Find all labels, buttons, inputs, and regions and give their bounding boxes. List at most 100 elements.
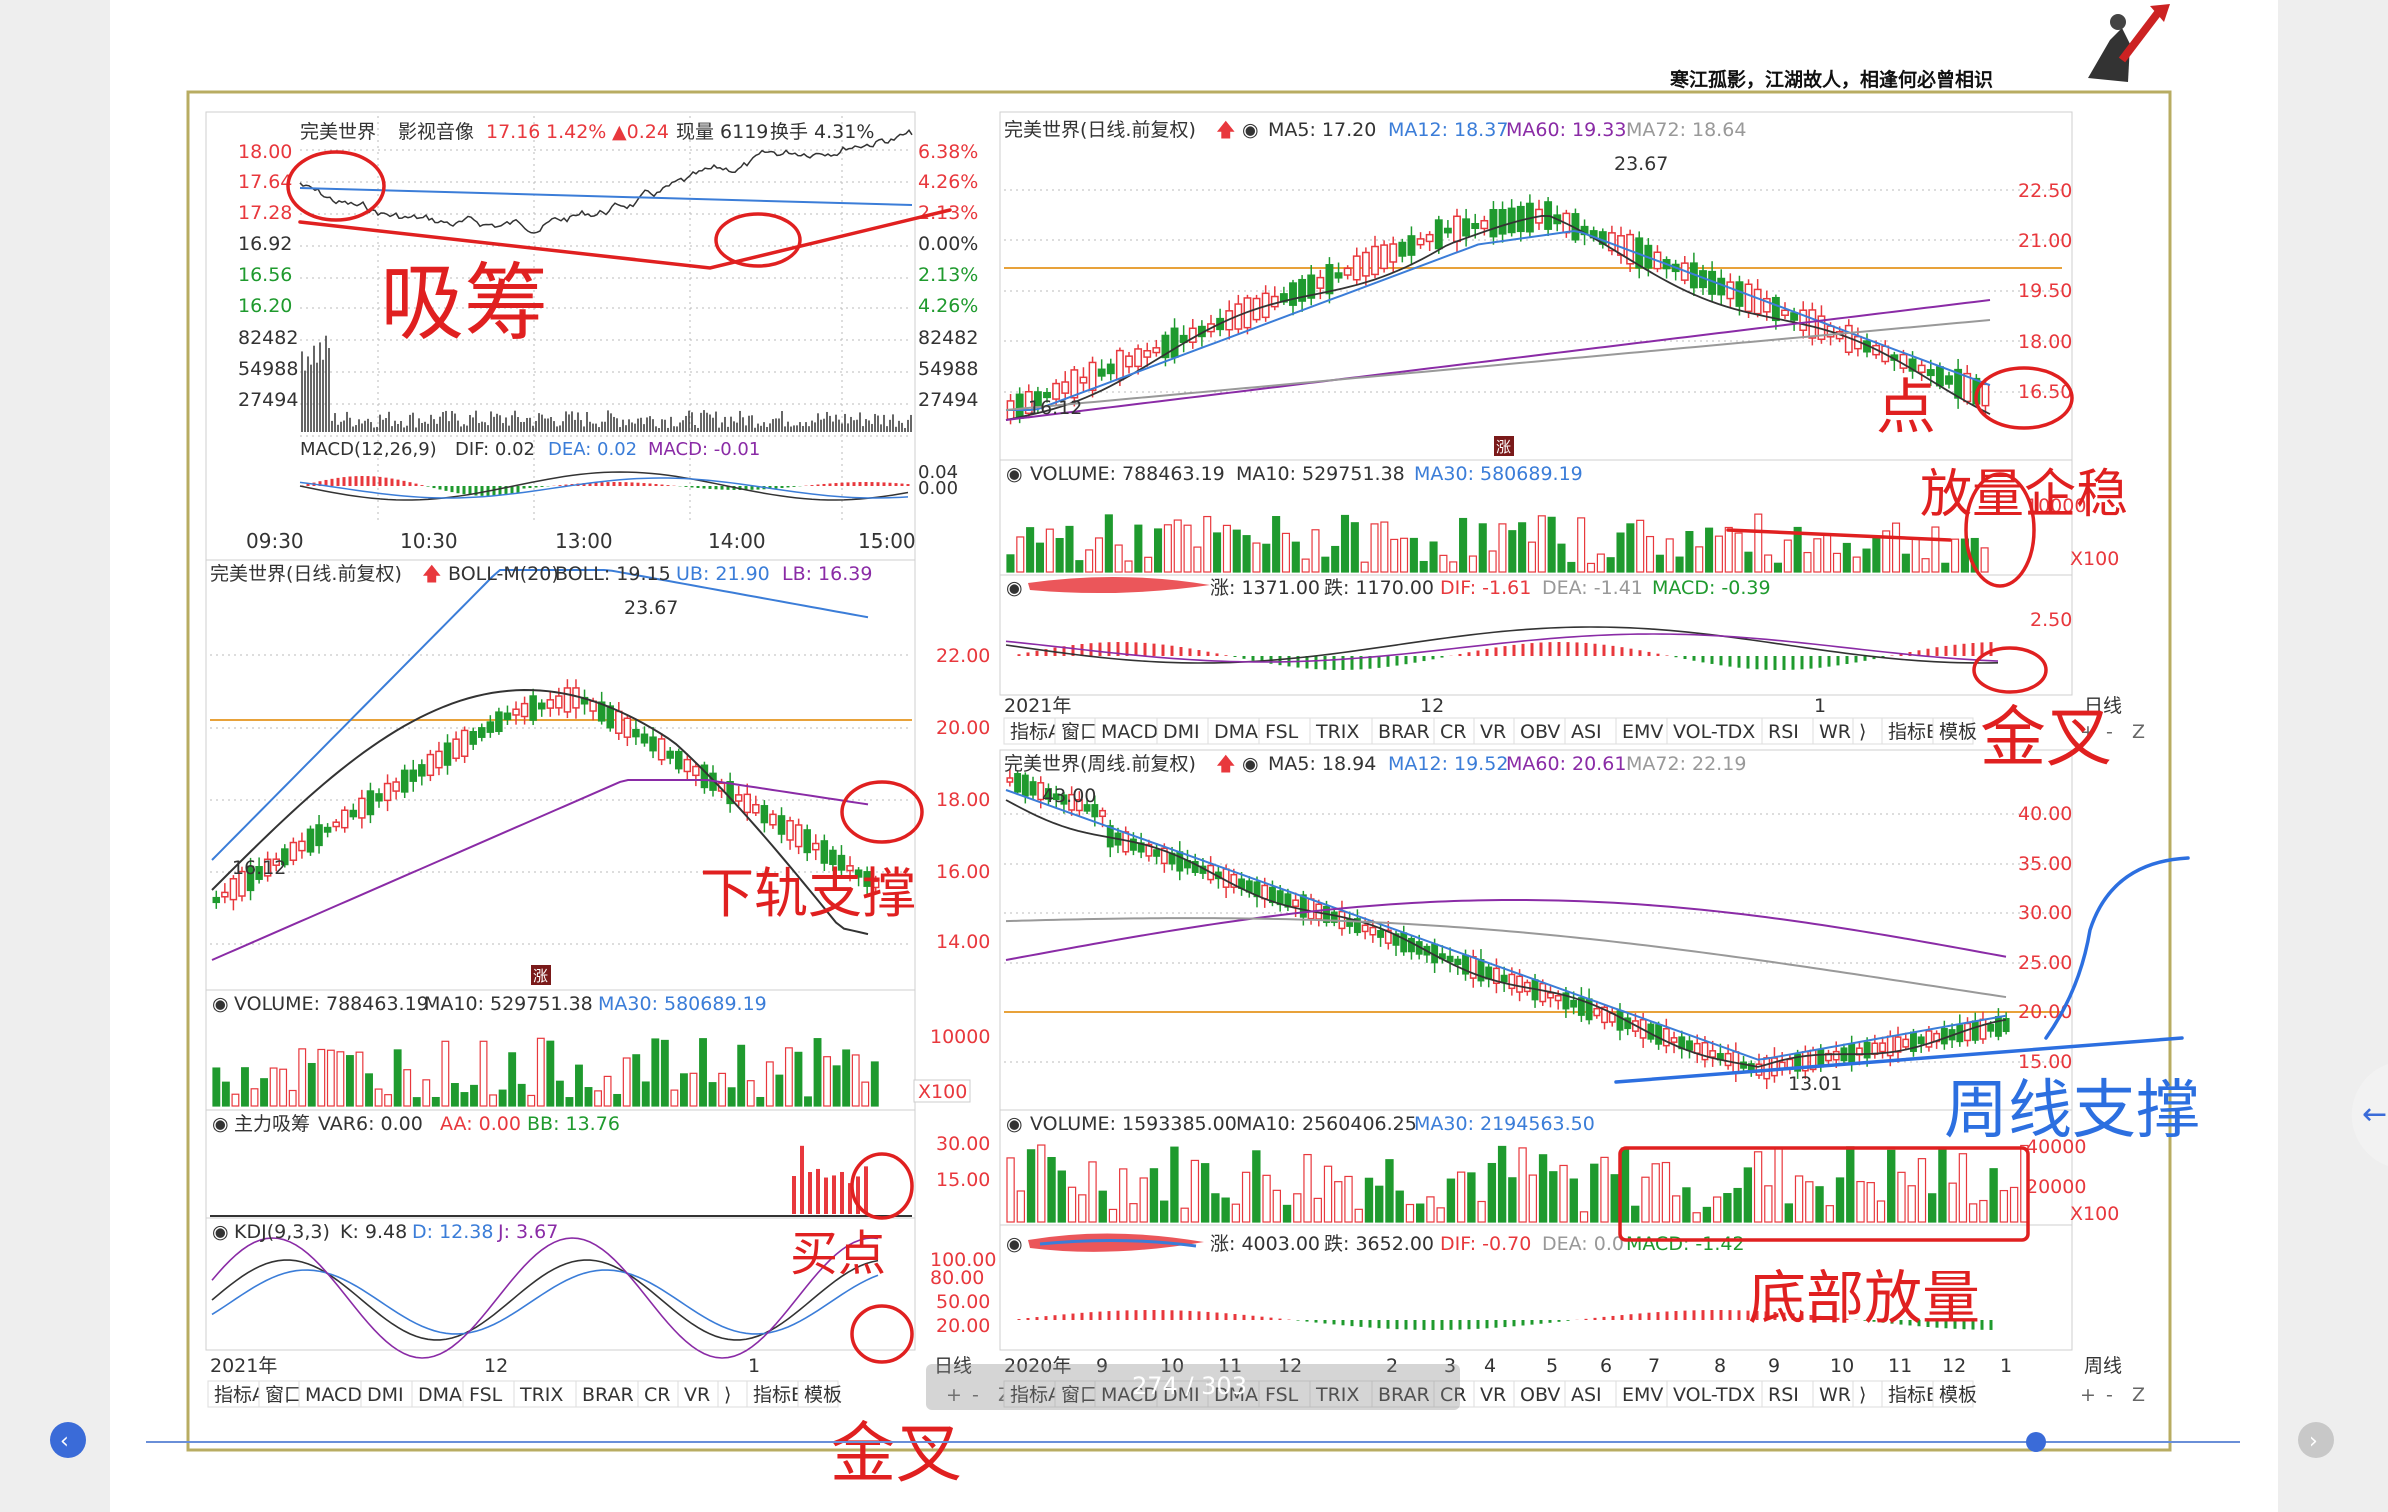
side-expand-tab[interactable] [2351, 1064, 2388, 1166]
tab-模板[interactable]: 模板 [1939, 1384, 1977, 1406]
tab-WR[interactable]: WR [1819, 721, 1851, 743]
tab-窗口[interactable]: 窗口 [265, 1384, 303, 1406]
tab-ctrl[interactable]: + [946, 1384, 962, 1406]
prev-page-button[interactable] [50, 1422, 86, 1458]
weekly-volume-bar [1835, 1177, 1845, 1223]
tab-指标B[interactable]: 指标B [1888, 721, 1939, 743]
dma-ma5-line [1005, 214, 1991, 421]
tab-CR[interactable]: CR [644, 1384, 670, 1406]
tab-FSL[interactable]: FSL [469, 1384, 503, 1406]
tab-VR[interactable]: VR [1480, 1384, 1506, 1406]
tab-MACD[interactable]: MACD [1101, 1384, 1158, 1406]
boll-middle-band [211, 689, 869, 936]
tab-EMV[interactable]: EMV [1622, 721, 1663, 743]
tab-指标A[interactable]: 指标A [1010, 721, 1061, 743]
tab-模板[interactable]: 模板 [804, 1384, 842, 1406]
note-jincha-right: 金叉 [1980, 699, 2112, 776]
tab-FSL[interactable]: FSL [1265, 1384, 1299, 1406]
tab-DMI[interactable]: DMI [367, 1384, 404, 1406]
intraday-left-tick: 16.56 [238, 264, 292, 286]
tab-VOL-TDX[interactable]: VOL-TDX [1673, 721, 1755, 743]
tab-DMA[interactable]: DMA [418, 1384, 462, 1406]
tab-窗口[interactable]: 窗口 [1061, 721, 1099, 743]
right-volume-bar [1911, 537, 1920, 573]
tab-指标B[interactable]: 指标B [753, 1384, 804, 1406]
weekly-volume-bar [1579, 1211, 1589, 1223]
left-volume-bar [565, 1097, 574, 1107]
boll-candle-body [666, 750, 674, 759]
left-period-label: 日线 [934, 1355, 972, 1377]
tab-EMV[interactable]: EMV [1622, 1384, 1663, 1406]
volume-bar-series [210, 513, 2029, 1330]
tab-ctrl[interactable]: - [972, 1384, 979, 1406]
weekly-volume-bar [1702, 1206, 1712, 1223]
tab-OBV[interactable]: OBV [1520, 1384, 1560, 1406]
tab-TRIX[interactable]: TRIX [1315, 721, 1359, 743]
tab-指标B[interactable]: 指标B [1888, 1384, 1939, 1406]
tab-⟩[interactable]: ⟩ [1859, 721, 1866, 743]
boll-candle-body [375, 793, 383, 802]
right-volume-bar [1951, 538, 1960, 573]
tab-ctrl[interactable]: Z [2132, 1384, 2145, 1406]
tab-窗口[interactable]: 窗口 [1061, 1384, 1099, 1406]
tab-DMA[interactable]: DMA [1214, 721, 1258, 743]
left-volume-bar [279, 1068, 288, 1107]
weekly-volume-bar [1784, 1203, 1794, 1223]
tab-BRAR[interactable]: BRAR [1378, 721, 1430, 743]
tab-DMI[interactable]: DMI [1163, 721, 1200, 743]
left-volume-bar [221, 1081, 230, 1107]
tab-TRIX[interactable]: TRIX [519, 1384, 563, 1406]
right-volume-bar [1311, 529, 1320, 573]
zhuli-header: 主力吸筹 [234, 1113, 310, 1135]
tab-RSI[interactable]: RSI [1768, 1384, 1799, 1406]
tab-VR[interactable]: VR [1480, 721, 1506, 743]
tab-DMA[interactable]: DMA [1214, 1384, 1258, 1406]
tab-MACD[interactable]: MACD [305, 1384, 362, 1406]
circle-xiagui [840, 780, 924, 844]
right-volume-bar [1213, 532, 1222, 573]
tab-TRIX[interactable]: TRIX [1315, 1384, 1359, 1406]
tab-BRAR[interactable]: BRAR [1378, 1384, 1430, 1406]
kdj-k-line [211, 1259, 879, 1341]
tab-VR[interactable]: VR [684, 1384, 710, 1406]
tab-DMI[interactable]: DMI [1163, 1384, 1200, 1406]
tab-模板[interactable]: 模板 [1939, 721, 1977, 743]
dma-candle-body [1115, 349, 1124, 381]
tab-CR[interactable]: CR [1440, 721, 1466, 743]
dma-candle-body [1352, 255, 1361, 281]
dma-candle-body [1453, 215, 1461, 243]
next-page-button[interactable] [2298, 1422, 2334, 1458]
tab-VOL-TDX[interactable]: VOL-TDX [1673, 1384, 1755, 1406]
right-volume-bar [1823, 533, 1832, 573]
tab-⟩[interactable]: ⟩ [724, 1384, 731, 1406]
tab-RSI[interactable]: RSI [1768, 721, 1799, 743]
right-volume-bar [1557, 543, 1566, 573]
left-volume-bar [651, 1038, 660, 1107]
tab-ctrl[interactable]: + [2080, 1384, 2096, 1406]
progress-handle[interactable] [2026, 1432, 2046, 1452]
tab-ctrl[interactable]: - [2106, 1384, 2113, 1406]
tab-ctrl[interactable]: + [2080, 721, 2096, 743]
tab-⟩[interactable]: ⟩ [1859, 1384, 1866, 1406]
tab-BRAR[interactable]: BRAR [582, 1384, 634, 1406]
tab-FSL[interactable]: FSL [1265, 721, 1299, 743]
tab-ASI[interactable]: ASI [1571, 721, 1602, 743]
zhuli-var6: VAR6: 0.00 [318, 1113, 423, 1135]
boll-candle-body [323, 826, 332, 833]
dma-candle-body [1471, 222, 1480, 230]
tab-指标A[interactable]: 指标A [214, 1384, 265, 1406]
tab-MACD[interactable]: MACD [1101, 721, 1158, 743]
tab-ctrl[interactable]: - [2106, 721, 2113, 743]
tab-WR[interactable]: WR [1819, 1384, 1851, 1406]
zhuli-bar [856, 1176, 860, 1214]
tab-OBV[interactable]: OBV [1520, 721, 1560, 743]
note-dibu-fangliang: 底部放量 [1748, 1264, 1980, 1332]
tab-ctrl[interactable]: Z [2132, 721, 2145, 743]
tab-ASI[interactable]: ASI [1571, 1384, 1602, 1406]
dma-candle-body [1753, 288, 1762, 315]
tab-指标A[interactable]: 指标A [1010, 1384, 1061, 1406]
weekly-volume-bar [1334, 1181, 1343, 1223]
tab-CR[interactable]: CR [1440, 1384, 1466, 1406]
weekly-x-label: 2020年 [1004, 1355, 1071, 1377]
